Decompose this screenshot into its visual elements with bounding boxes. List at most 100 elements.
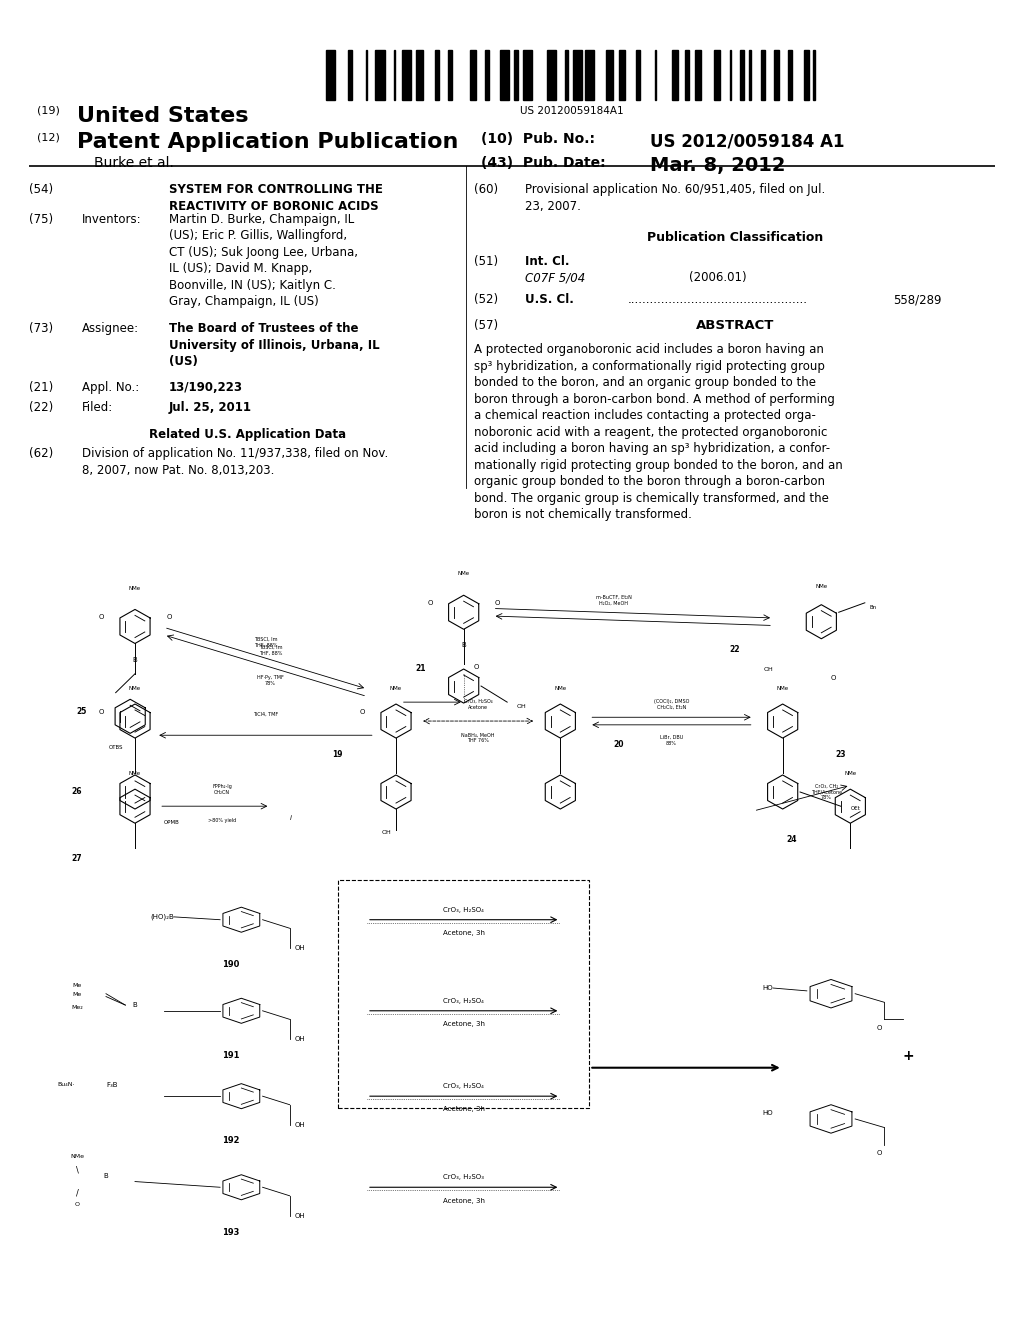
Text: mationally rigid protecting group bonded to the boron, and an: mationally rigid protecting group bonded… [474, 459, 843, 471]
Text: (62): (62) [29, 447, 53, 461]
Text: 19: 19 [333, 750, 343, 759]
Text: US 2012/0059184 A1: US 2012/0059184 A1 [650, 132, 845, 150]
Text: O: O [495, 599, 500, 606]
Text: (21): (21) [29, 381, 53, 395]
Bar [805, 50, 809, 100]
Text: (19): (19) [37, 106, 59, 116]
Bar [787, 50, 792, 100]
Text: CrO₃, H₂SO₄: CrO₃, H₂SO₄ [443, 998, 484, 1005]
Text: Bu₄N·: Bu₄N· [57, 1082, 75, 1088]
Text: 22: 22 [729, 645, 739, 655]
Text: organic group bonded to the boron through a boron-carbon: organic group bonded to the boron throug… [474, 475, 825, 488]
Text: CrO₃, H₂SO₄
Acetone: CrO₃, H₂SO₄ Acetone [464, 698, 493, 710]
Bar [470, 50, 476, 100]
Text: (73): (73) [29, 322, 53, 335]
Bar [606, 50, 612, 100]
Bar [749, 50, 752, 100]
Text: NaBH₄, MeOH
THF 76%: NaBH₄, MeOH THF 76% [462, 733, 495, 743]
Text: Acetone, 3h: Acetone, 3h [442, 1106, 484, 1113]
Bar [739, 50, 743, 100]
Text: O: O [166, 614, 172, 620]
Text: Publication Classification: Publication Classification [646, 231, 823, 244]
Bar [585, 50, 594, 100]
Text: Burke et al.: Burke et al. [94, 156, 174, 170]
Text: 8, 2007, now Pat. No. 8,013,203.: 8, 2007, now Pat. No. 8,013,203. [82, 463, 274, 477]
Text: boron is not chemically transformed.: boron is not chemically transformed. [474, 508, 692, 521]
Text: HF·Py, TMF
78%: HF·Py, TMF 78% [257, 675, 284, 686]
Text: Division of application No. 11/937,338, filed on Nov.: Division of application No. 11/937,338, … [82, 447, 388, 461]
Text: (COCl)₂, DMSO
CH₂Cl₂, Et₂N: (COCl)₂, DMSO CH₂Cl₂, Et₂N [653, 698, 689, 710]
Bar [401, 50, 411, 100]
Bar [522, 50, 531, 100]
Text: O: O [98, 614, 103, 620]
Text: OH: OH [295, 945, 305, 952]
Text: 192: 192 [222, 1137, 240, 1144]
Text: B: B [133, 1002, 137, 1008]
Text: O: O [427, 599, 432, 606]
Text: sp³ hybridization, a conformationally rigid protecting group: sp³ hybridization, a conformationally ri… [474, 359, 825, 372]
Text: TBSCl, Im
THF, 88%: TBSCl, Im THF, 88% [259, 644, 282, 656]
Text: a chemical reaction includes contacting a protected orga-: a chemical reaction includes contacting … [474, 409, 816, 422]
Text: (22): (22) [29, 401, 53, 414]
Bar [514, 50, 518, 100]
Bar [636, 50, 640, 100]
Text: O: O [359, 709, 365, 714]
Text: bond. The organic group is chemically transformed, and the: bond. The organic group is chemically tr… [474, 492, 829, 504]
Bar [435, 50, 439, 100]
Text: B: B [103, 1173, 109, 1179]
Text: CrO₃, H₂SO₃: CrO₃, H₂SO₃ [443, 1175, 484, 1180]
Bar [618, 50, 625, 100]
Text: 558/289: 558/289 [894, 293, 942, 306]
Text: bonded to the boron, and an organic group bonded to the: bonded to the boron, and an organic grou… [474, 376, 816, 389]
Text: OH: OH [517, 705, 526, 709]
Text: 20: 20 [613, 741, 624, 750]
Text: Related U.S. Application Data: Related U.S. Application Data [148, 428, 346, 441]
Bar [366, 50, 367, 100]
Text: Provisional application No. 60/951,405, filed on Jul.: Provisional application No. 60/951,405, … [525, 183, 825, 197]
Text: F₃B: F₃B [106, 1082, 118, 1088]
Text: Gray, Champaign, IL (US): Gray, Champaign, IL (US) [169, 296, 318, 308]
Text: (2006.01): (2006.01) [689, 271, 746, 284]
Text: LiBr, DBU
88%: LiBr, DBU 88% [659, 735, 683, 746]
Text: \: \ [76, 1166, 79, 1175]
Text: >80% yield: >80% yield [208, 817, 237, 822]
Text: SYSTEM FOR CONTROLLING THE: SYSTEM FOR CONTROLLING THE [169, 183, 383, 197]
Text: CrO₃, CH₂
THF/Acetone
78%: CrO₃, CH₂ THF/Acetone 78% [811, 784, 842, 800]
Text: Boonville, IN (US); Kaitlyn C.: Boonville, IN (US); Kaitlyn C. [169, 279, 336, 292]
Bar [326, 50, 335, 100]
Bar [694, 50, 700, 100]
Text: CrO₃, H₂SO₄: CrO₃, H₂SO₄ [443, 1084, 484, 1089]
Text: CT (US); Suk Joong Lee, Urbana,: CT (US); Suk Joong Lee, Urbana, [169, 246, 358, 259]
Text: Bn: Bn [869, 605, 877, 610]
Text: NMe: NMe [815, 583, 827, 589]
Text: (43)  Pub. Date:: (43) Pub. Date: [481, 156, 606, 170]
Text: NMe: NMe [390, 686, 402, 690]
Text: The Board of Trustees of the: The Board of Trustees of the [169, 322, 358, 335]
Text: 23, 2007.: 23, 2007. [525, 199, 582, 213]
Bar [348, 50, 352, 100]
Bar [393, 50, 394, 100]
Text: OEt: OEt [850, 805, 860, 810]
Bar [500, 50, 509, 100]
Text: O: O [75, 1201, 80, 1206]
Text: /: / [76, 1188, 79, 1197]
Text: Acetone, 3h: Acetone, 3h [442, 1197, 484, 1204]
Text: O: O [877, 1026, 882, 1031]
Text: Me: Me [73, 983, 82, 987]
Text: A protected organoboronic acid includes a boron having an: A protected organoboronic acid includes … [474, 343, 824, 356]
Text: O: O [831, 676, 837, 681]
Text: 23: 23 [836, 750, 846, 759]
Text: US 20120059184A1: US 20120059184A1 [519, 106, 624, 116]
Text: NMe: NMe [129, 686, 141, 690]
Text: (75): (75) [29, 213, 53, 226]
Text: 191: 191 [222, 1051, 240, 1060]
Text: 13/190,223: 13/190,223 [169, 381, 243, 395]
Text: NMe: NMe [129, 586, 141, 590]
Text: Acetone, 3h: Acetone, 3h [442, 931, 484, 936]
Text: OH: OH [382, 830, 391, 834]
Text: Int. Cl.: Int. Cl. [525, 255, 569, 268]
Text: ABSTRACT: ABSTRACT [695, 319, 774, 333]
Text: NMe: NMe [129, 771, 141, 776]
Text: HO: HO [763, 1110, 773, 1117]
Text: NMe: NMe [554, 686, 566, 690]
